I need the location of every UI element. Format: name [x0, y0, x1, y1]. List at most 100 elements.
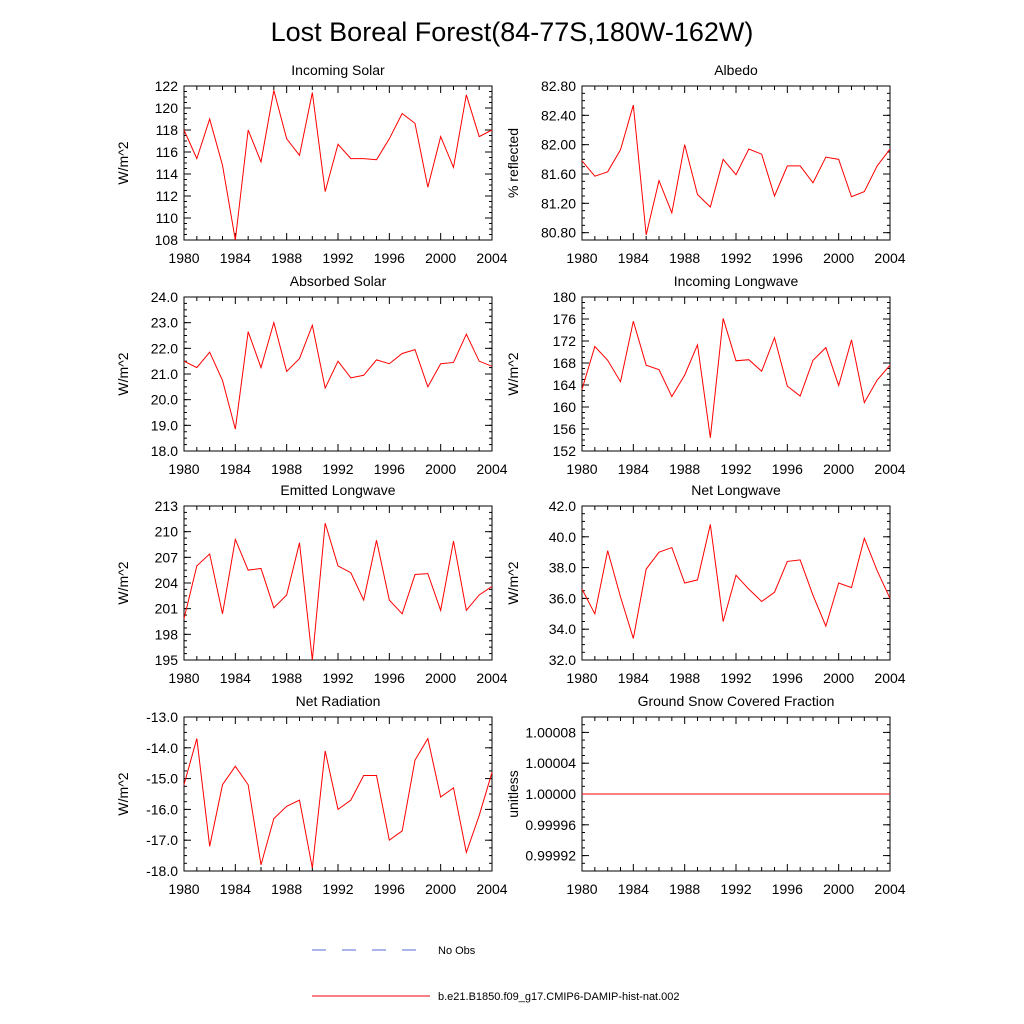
incoming-solar-series-line [183, 90, 493, 241]
net-longwave-xtick-label: 1996 [772, 670, 803, 686]
incoming-longwave-xtick-label: 1984 [618, 461, 649, 477]
albedo-ytick-label: 81.60 [541, 166, 576, 182]
absorbed-solar-xtick-label: 1996 [374, 461, 405, 477]
incoming-solar-ytick-label: 116 [156, 144, 179, 160]
incoming-solar-xtick-label: 1992 [322, 250, 353, 266]
panel-albedo: Albedo % reflected 1980 1984 1988 1992 1996 200… [505, 62, 906, 266]
emitted-longwave-ytick-label: 198 [155, 626, 179, 642]
absorbed-solar-ytick-label: 23.0 [151, 315, 178, 331]
net-longwave-xtick-label: 1980 [566, 670, 597, 686]
incoming-longwave-xtick-label: 2004 [874, 461, 905, 477]
emitted-longwave-ytick-label: 207 [155, 549, 179, 565]
net-radiation-xtick-label: 1980 [168, 881, 199, 897]
emitted-longwave-ytick-label: 201 [155, 601, 179, 617]
net-radiation-xtick-label: 1984 [220, 881, 251, 897]
incoming-solar-xtick-label: 1996 [374, 250, 405, 266]
albedo-xtick-label: 1988 [669, 250, 700, 266]
incoming-solar-ytick-label: 122 [155, 78, 179, 94]
absorbed-solar-ytick-label: 21.0 [151, 366, 178, 382]
incoming-longwave-xtick-label: 1980 [566, 461, 597, 477]
incoming-solar-ytick-label: 110 [156, 210, 179, 226]
absorbed-solar-xtick-label: 1980 [168, 461, 199, 477]
net-longwave-xtick-label: 1988 [669, 670, 700, 686]
panel-incoming-longwave: Incoming Longwave W/m^2 1980 1984 1988 1992 19… [505, 273, 906, 477]
net-radiation-ylabel: W/m^2 [115, 772, 131, 815]
absorbed-solar-ytick-label: 24.0 [151, 289, 178, 305]
incoming-solar-ytick-label: 118 [156, 122, 179, 138]
incoming-longwave-xtick-label: 1992 [720, 461, 751, 477]
absorbed-solar-xtick-label: 1984 [220, 461, 251, 477]
ground-snow-covered-fraction-xtick-label: 1984 [618, 881, 649, 897]
absorbed-solar-xtick-label: 2000 [425, 461, 456, 477]
absorbed-solar-series-line [183, 320, 493, 430]
panel-emitted-longwave: Emitted Longwave W/m^2 1980 1984 1988 1992 199… [115, 482, 508, 686]
absorbed-solar-ytick-label: 19.0 [151, 417, 178, 433]
incoming-longwave-ytick-label: 168 [553, 355, 577, 371]
incoming-solar-xtick-label: 2004 [476, 250, 507, 266]
emitted-longwave-xtick-label: 1992 [322, 670, 353, 686]
incoming-solar-title: Incoming Solar [291, 62, 385, 78]
albedo-xtick-label: 1984 [618, 250, 649, 266]
incoming-solar-xtick-label: 2000 [425, 250, 456, 266]
net-radiation-ytick-label: -15.0 [146, 771, 178, 787]
panel-net-radiation: Net Radiation W/m^2 1980 1984 1988 1992 1996 20… [115, 693, 508, 897]
panel-ground-snow-covered-fraction: Ground Snow Covered Fraction unitless 1980… [505, 693, 906, 897]
net-longwave-xtick-label: 1984 [618, 670, 649, 686]
net-longwave-ytick-label: 32.0 [549, 652, 576, 668]
net-radiation-xtick-label: 1992 [322, 881, 353, 897]
emitted-longwave-ylabel: W/m^2 [115, 561, 131, 604]
net-radiation-ytick-label: -18.0 [146, 863, 178, 879]
albedo-xtick-label: 2000 [823, 250, 854, 266]
ground-snow-covered-fraction-ytick-label: 1.00000 [525, 786, 576, 802]
legend: No Obs b.e21.B1850.f09_g17.CMIP6-DAMIP-h… [312, 945, 680, 1003]
incoming-solar-xtick-label: 1988 [271, 250, 302, 266]
incoming-longwave-ytick-label: 180 [553, 289, 577, 305]
incoming-longwave-ytick-label: 176 [553, 311, 577, 327]
albedo-series-line [581, 104, 891, 235]
ground-snow-covered-fraction-xtick-label: 1988 [669, 881, 700, 897]
albedo-xtick-label: 1992 [720, 250, 751, 266]
absorbed-solar-xtick-label: 1988 [271, 461, 302, 477]
ground-snow-covered-fraction-ytick-label: 1.00004 [525, 755, 576, 771]
albedo-ytick-label: 80.80 [541, 225, 576, 241]
net-longwave-xtick-label: 2004 [874, 670, 905, 686]
incoming-longwave-ytick-label: 164 [553, 377, 577, 393]
incoming-longwave-xtick-label: 1996 [772, 461, 803, 477]
ground-snow-covered-fraction-ytick-label: 0.99992 [525, 848, 576, 864]
absorbed-solar-ytick-label: 18.0 [151, 443, 178, 459]
albedo-ytick-label: 82.80 [541, 78, 576, 94]
incoming-solar-ytick-label: 114 [156, 166, 179, 182]
net-longwave-title: Net Longwave [691, 482, 781, 498]
ground-snow-covered-fraction-xtick-label: 2000 [823, 881, 854, 897]
albedo-ytick-label: 82.40 [541, 107, 576, 123]
absorbed-solar-title: Absorbed Solar [290, 273, 387, 289]
absorbed-solar-xtick-label: 2004 [476, 461, 507, 477]
absorbed-solar-ytick-label: 20.0 [151, 392, 178, 408]
net-radiation-xtick-label: 1988 [271, 881, 302, 897]
net-longwave-ytick-label: 42.0 [549, 498, 576, 514]
panel-net-longwave: Net Longwave W/m^2 1980 1984 1988 1992 1996 200… [505, 482, 906, 686]
net-radiation-ytick-label: -13.0 [146, 709, 178, 725]
incoming-solar-xtick-label: 1980 [168, 250, 199, 266]
legend-label-model-run: b.e21.B1850.f09_g17.CMIP6-DAMIP-hist-nat… [438, 991, 680, 1003]
emitted-longwave-ytick-label: 204 [155, 575, 179, 591]
albedo-xtick-label: 1980 [566, 250, 597, 266]
net-radiation-xtick-label: 1996 [374, 881, 405, 897]
emitted-longwave-xtick-label: 1984 [220, 670, 251, 686]
ground-snow-covered-fraction-ytick-label: 1.00008 [525, 724, 576, 740]
absorbed-solar-ytick-label: 22.0 [151, 340, 178, 356]
net-radiation-title: Net Radiation [296, 693, 381, 709]
incoming-longwave-ytick-label: 172 [553, 333, 577, 349]
emitted-longwave-ytick-label: 210 [155, 524, 179, 540]
net-longwave-ylabel: W/m^2 [505, 561, 521, 604]
emitted-longwave-xtick-label: 2000 [425, 670, 456, 686]
emitted-longwave-xtick-label: 1996 [374, 670, 405, 686]
ground-snow-covered-fraction-title: Ground Snow Covered Fraction [638, 693, 835, 709]
emitted-longwave-ytick-label: 213 [155, 498, 179, 514]
panel-absorbed-solar: Absorbed Solar W/m^2 1980 1984 1988 1992 1996 2… [115, 273, 508, 477]
albedo-ylabel: % reflected [505, 128, 521, 198]
net-radiation-xtick-label: 2004 [476, 881, 507, 897]
incoming-longwave-ytick-label: 160 [553, 399, 577, 415]
